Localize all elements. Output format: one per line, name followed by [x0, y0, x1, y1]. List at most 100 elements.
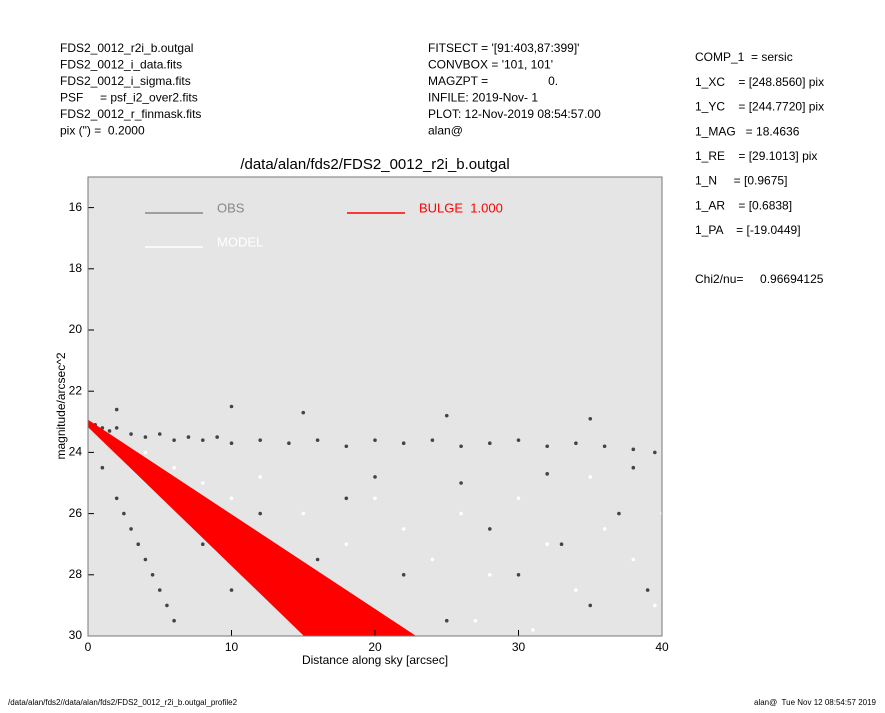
data-point [129, 432, 133, 436]
header-left-line: FDS2_0012_r2i_b.outgal [60, 41, 193, 55]
data-point [114, 496, 119, 501]
chart-title: /data/alan/fds2/FDS2_0012_r2i_b.outgal [240, 156, 509, 173]
footer-left: /data/alan/fds2//data/alan/fds2/FDS2_001… [8, 698, 238, 707]
data-point [653, 450, 657, 455]
data-point [201, 481, 205, 485]
data-point [157, 588, 162, 592]
data-point [344, 542, 349, 546]
x-tick-label: 0 [85, 640, 92, 654]
fit-parameter: COMP_1 = sersic [695, 50, 793, 64]
data-point [545, 472, 549, 476]
data-point [588, 416, 593, 421]
header-middle-line: MAGZPT = 0. [428, 74, 558, 88]
data-point [258, 511, 263, 516]
data-point [459, 481, 463, 485]
data-point [122, 511, 126, 516]
y-tick-label: 16 [69, 200, 83, 214]
header-middle-line: INFILE: 2019-Nov- 1 [428, 91, 538, 105]
bulge-band [88, 419, 417, 636]
data-point [488, 441, 492, 446]
data-point [301, 410, 306, 415]
data-point [229, 404, 234, 409]
fit-parameter: 1_AR = [0.6838] [695, 198, 792, 212]
data-point [516, 496, 521, 501]
y-tick-label: 26 [69, 506, 83, 520]
y-tick-label: 30 [69, 628, 83, 642]
data-point [631, 465, 636, 470]
data-point [588, 475, 593, 479]
legend-label: MODEL [217, 234, 263, 249]
y-axis-label: magnitude/arcsec^2 [54, 352, 68, 459]
data-point [258, 438, 263, 442]
y-tick-label: 24 [69, 445, 83, 459]
data-point [645, 588, 650, 592]
header-left-line: pix (") = 0.2000 [60, 124, 145, 138]
data-point [229, 441, 234, 446]
header-left-line: PSF = psf_i2_over2.fits [60, 91, 198, 105]
data-point [559, 542, 564, 546]
data-point [172, 438, 176, 442]
footer-right: alan@ Tue Nov 12 08:54:57 2019 [754, 698, 877, 707]
y-tick-label: 22 [69, 383, 83, 397]
data-point [143, 557, 148, 562]
data-point [100, 465, 105, 470]
data-point [157, 432, 162, 436]
data-point [373, 496, 377, 501]
data-point [631, 447, 636, 452]
data-point [574, 441, 578, 446]
x-tick-label: 20 [368, 640, 382, 654]
fit-parameter: 1_RE = [29.1013] pix [695, 149, 817, 163]
legend-label: BULGE 1.000 [419, 200, 503, 215]
x-tick-label: 30 [512, 640, 526, 654]
data-point [143, 435, 148, 439]
data-point [516, 438, 521, 442]
data-point [114, 407, 119, 412]
data-point [444, 413, 449, 418]
data-point [215, 435, 219, 439]
data-point [401, 573, 406, 577]
header-left-line: FDS2_0012_i_sigma.fits [60, 74, 191, 88]
data-point [473, 618, 478, 623]
header-middle-line: alan@ [428, 124, 463, 138]
data-point [301, 511, 306, 516]
data-point [602, 444, 607, 449]
data-point [401, 441, 406, 446]
y-tick-label: 18 [69, 261, 83, 275]
fit-parameter: 1_XC = [248.8560] pix [695, 75, 824, 89]
x-tick-label: 10 [225, 640, 239, 654]
data-point [459, 511, 463, 516]
data-point [172, 465, 176, 470]
data-point [315, 438, 320, 442]
data-point [617, 511, 621, 516]
header-left-line: FDS2_0012_i_data.fits [60, 58, 182, 72]
data-point [444, 618, 449, 623]
data-point [229, 496, 234, 501]
header-middle-line: CONVBOX = '101, 101' [428, 58, 553, 72]
data-point [344, 444, 349, 449]
data-point [459, 444, 463, 449]
fit-parameter: 1_YC = [244.7720] pix [695, 100, 824, 114]
data-point [631, 557, 636, 562]
x-tick-label: 40 [655, 640, 669, 654]
data-point [430, 557, 435, 562]
data-point [165, 603, 169, 608]
data-point [574, 588, 578, 592]
data-point [186, 435, 191, 439]
plot-background [88, 177, 662, 636]
plot-frame [87, 176, 663, 637]
data-point [401, 527, 406, 531]
data-point [545, 542, 549, 546]
data-point [258, 475, 263, 479]
header-middle-line: FITSECT = '[91:403,87:399]' [428, 41, 579, 55]
y-tick-label: 28 [69, 567, 83, 581]
legend-label: OBS [217, 200, 245, 215]
fit-parameter: 1_PA = [-19.0449] [695, 223, 801, 237]
data-point [143, 450, 148, 455]
header-middle-line: PLOT: 12-Nov-2019 08:54:57.00 [428, 107, 601, 121]
data-point [107, 429, 112, 433]
data-point [531, 628, 535, 632]
data-point [516, 573, 521, 577]
data-point [201, 438, 205, 442]
data-point [653, 603, 657, 608]
